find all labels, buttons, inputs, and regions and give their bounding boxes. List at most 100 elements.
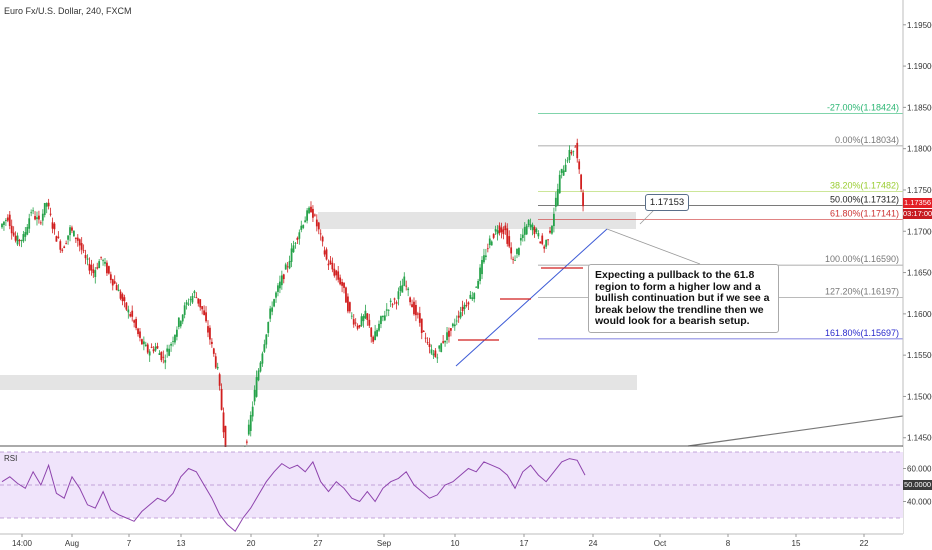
candle-body	[74, 237, 77, 239]
candle-body	[354, 322, 357, 324]
candle-body	[150, 346, 153, 348]
price-tick-label: 1.17000	[907, 227, 932, 236]
candle-body	[261, 353, 264, 364]
rsi-line	[1, 458, 586, 532]
time-tick-label: 17	[520, 539, 529, 548]
candle-body	[12, 232, 15, 236]
candle-body	[457, 315, 460, 318]
candle-body	[399, 286, 402, 291]
candle-body	[455, 320, 458, 322]
candle-body	[473, 293, 476, 299]
candle-body	[360, 316, 363, 326]
candle-body	[461, 306, 464, 312]
candle-body	[137, 328, 139, 335]
candle-body	[51, 222, 54, 229]
candle-body	[490, 241, 493, 246]
candle-body	[306, 210, 309, 221]
candle-body	[467, 302, 470, 305]
candle-body	[422, 330, 425, 332]
price-tick-label: 1.18500	[907, 103, 932, 112]
candle-body	[176, 329, 178, 337]
candle-body	[347, 296, 349, 312]
candle-body	[483, 255, 485, 263]
candle-body	[210, 341, 213, 344]
candle-body	[193, 291, 196, 294]
time-tick-label: 22	[860, 539, 869, 548]
candle-body	[488, 238, 491, 245]
candle-body	[578, 161, 581, 170]
candle-body	[527, 219, 530, 226]
candle-body	[255, 377, 258, 397]
candle-body	[174, 334, 176, 343]
candle-body	[39, 222, 42, 224]
long-trendline[interactable]	[687, 415, 904, 447]
candle-body	[364, 310, 367, 319]
candle-body	[313, 214, 316, 216]
candle-body	[331, 262, 334, 270]
candle-body	[465, 305, 468, 306]
candle-body	[142, 341, 145, 345]
candle-body	[275, 292, 277, 298]
trendline[interactable]	[455, 228, 608, 367]
candle-body	[32, 210, 34, 212]
candle-body	[1, 223, 3, 228]
candle-body	[92, 269, 95, 274]
candle-body	[368, 319, 371, 326]
time-tick-label: 15	[792, 539, 801, 548]
candle-body	[146, 344, 149, 353]
analysis-note[interactable]: Expecting a pullback to the 61.8 region …	[588, 264, 779, 333]
candle-body	[401, 285, 404, 293]
candle-body	[78, 239, 81, 246]
candle-body	[426, 342, 429, 344]
price-tick-label: 1.16500	[907, 269, 932, 278]
candle-body	[205, 312, 207, 322]
candle-body	[304, 220, 307, 223]
candle-body	[47, 202, 50, 207]
candle-body	[529, 224, 532, 228]
candle-body	[496, 230, 499, 235]
candle-body	[61, 249, 64, 251]
candle-body	[539, 241, 542, 244]
candle-body	[450, 328, 452, 331]
candle-body	[22, 234, 25, 242]
chart-title: Euro Fx/U.S. Dollar, 240, FXCM	[4, 6, 132, 16]
candle-body	[568, 149, 571, 161]
candle-body	[269, 308, 272, 319]
candle-body	[352, 319, 355, 325]
candle-body	[479, 267, 481, 282]
fib-label: 127.20%(1.16197)	[825, 287, 899, 297]
price-axis[interactable]: 1.19500 1.19000 1.18500 1.18000 1.17500 1.170…	[903, 21, 932, 443]
candle-body	[549, 230, 551, 233]
price-tick-label: 1.19000	[907, 62, 932, 71]
candle-body	[6, 217, 9, 221]
candle-body	[183, 305, 186, 315]
candle-body	[278, 281, 281, 289]
candle-body	[133, 320, 136, 323]
candle-body	[562, 170, 565, 176]
candle-body	[574, 146, 577, 148]
candle-body	[106, 262, 108, 274]
candle-body	[271, 307, 274, 312]
candle-body	[4, 219, 7, 221]
candle-body	[554, 197, 557, 207]
callout-pointer	[639, 209, 655, 225]
fib-label: 61.80%(1.17141)	[830, 209, 899, 219]
candle-body	[115, 285, 118, 291]
candle-body	[102, 260, 104, 262]
candle-body	[286, 266, 289, 268]
time-axis[interactable]: 14:00 Aug 7 13 20 27 Sep 10 17 24 Oct 8 15 22	[12, 534, 869, 548]
candle-body	[127, 309, 130, 313]
candle-body	[284, 264, 287, 270]
candle-body	[397, 291, 400, 300]
candle-body	[166, 348, 169, 352]
candle-body	[383, 315, 386, 321]
candle-body	[199, 299, 202, 308]
candle-body	[209, 327, 211, 340]
candle-body	[566, 160, 569, 162]
candle-body	[86, 258, 89, 260]
candle-body	[381, 315, 384, 318]
fib-label: 161.80%(1.15697)	[825, 328, 899, 338]
price-callout[interactable]: 1.17153	[645, 194, 689, 211]
candle-body	[329, 260, 332, 265]
